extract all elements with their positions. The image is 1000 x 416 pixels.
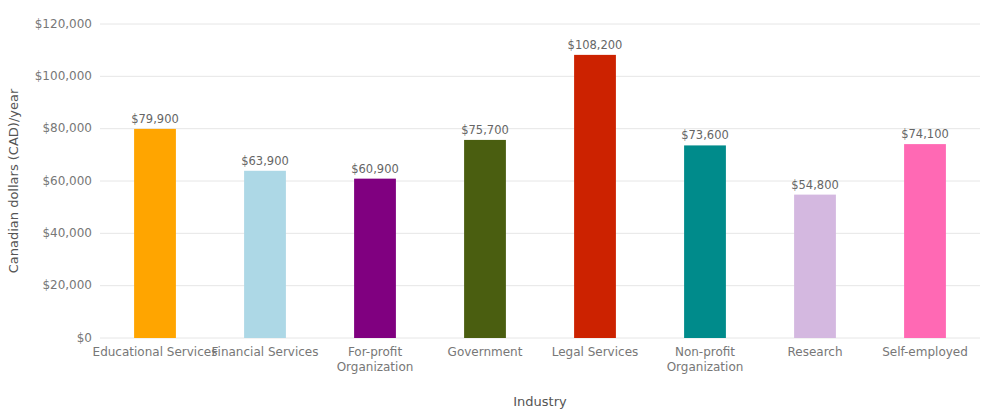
data-label: $75,700 xyxy=(461,123,509,137)
grid-line xyxy=(100,233,980,234)
x-tick-label-line: Educational Services xyxy=(93,345,218,359)
x-tick-label: Research xyxy=(787,345,842,359)
x-tick-label-line: Non-profit xyxy=(675,345,735,359)
y-tick-label: $20,000 xyxy=(42,278,92,292)
bar xyxy=(684,145,726,338)
bar xyxy=(134,129,176,338)
y-tick-label: $100,000 xyxy=(35,69,92,83)
bar xyxy=(354,179,396,338)
x-tick-label-line: Research xyxy=(787,345,842,359)
data-label: $60,900 xyxy=(351,162,399,176)
x-tick-label: For-profitOrganization xyxy=(337,345,414,374)
bars xyxy=(134,55,946,338)
x-tick-label-line: Organization xyxy=(667,360,744,374)
bar xyxy=(794,195,836,338)
x-axis-label: Industry xyxy=(513,394,567,409)
x-tick-label: Government xyxy=(448,345,523,359)
x-tick-label: Financial Services xyxy=(212,345,319,359)
bar xyxy=(574,55,616,338)
y-axis-label: Canadian dollars (CAD)/year xyxy=(6,88,21,273)
x-tick-label-line: Self-employed xyxy=(882,345,968,359)
x-tick-label-line: Financial Services xyxy=(212,345,319,359)
y-tick-label: $60,000 xyxy=(42,174,92,188)
grid xyxy=(100,24,980,338)
grid-line xyxy=(100,24,980,25)
x-tick-label: Non-profitOrganization xyxy=(667,345,744,374)
data-label: $108,200 xyxy=(568,38,623,52)
x-tick-label-line: For-profit xyxy=(348,345,403,359)
grid-line xyxy=(100,181,980,182)
data-label: $79,900 xyxy=(131,112,179,126)
data-label: $54,800 xyxy=(791,178,839,192)
data-label: $63,900 xyxy=(241,154,289,168)
bar xyxy=(244,171,286,338)
data-label: $73,600 xyxy=(681,128,729,142)
grid-line xyxy=(100,338,980,339)
grid-line xyxy=(100,76,980,77)
chart: $0 $20,000 $40,000 $60,000 $80,000 $100,000 $1… xyxy=(0,0,1000,416)
y-tick-label: $120,000 xyxy=(35,17,92,31)
grid-line xyxy=(100,128,980,129)
x-tick-label-line: Legal Services xyxy=(552,345,639,359)
y-tick-label: $0 xyxy=(77,331,92,345)
x-tick-label: Legal Services xyxy=(552,345,639,359)
x-tick-label: Self-employed xyxy=(882,345,968,359)
grid-line xyxy=(100,285,980,286)
x-tick-label: Educational Services xyxy=(93,345,218,359)
bar xyxy=(464,140,506,338)
bar xyxy=(904,144,946,338)
data-label: $74,100 xyxy=(901,127,949,141)
x-tick-label-line: Government xyxy=(448,345,523,359)
y-tick-label: $80,000 xyxy=(42,121,92,135)
x-tick-label-line: Organization xyxy=(337,360,414,374)
y-tick-label: $40,000 xyxy=(42,226,92,240)
